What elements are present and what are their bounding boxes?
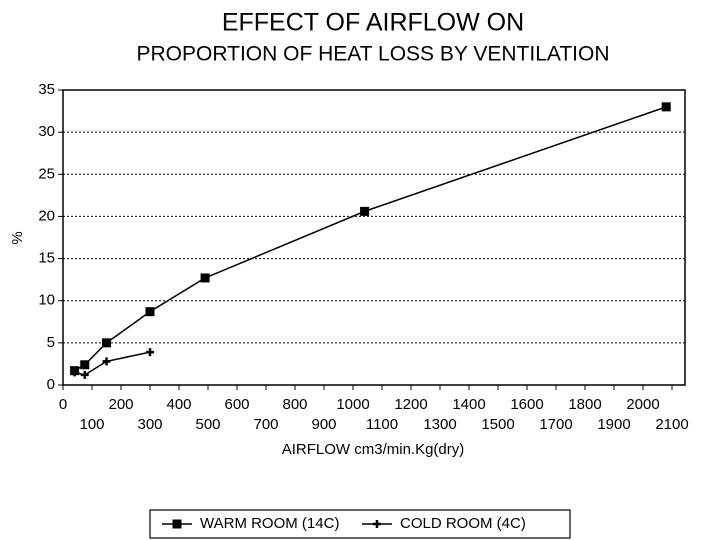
x-tick-label: 1900 xyxy=(597,416,630,433)
x-tick-label: 800 xyxy=(282,396,307,413)
legend-label: WARM ROOM (14C) xyxy=(200,515,339,532)
x-tick-label: 100 xyxy=(79,416,104,433)
marker xyxy=(200,273,210,283)
x-tick-label: 900 xyxy=(311,416,336,433)
x-tick-label: 1300 xyxy=(423,416,456,433)
y-axis-label: % xyxy=(9,231,26,244)
marker xyxy=(661,102,671,112)
x-tick-label: 1200 xyxy=(394,396,427,413)
x-tick-label: 1000 xyxy=(336,396,369,413)
x-tick-label: 1400 xyxy=(452,396,485,413)
legend-box xyxy=(149,509,571,539)
x-tick-label: 0 xyxy=(59,396,67,413)
marker xyxy=(145,307,155,317)
marker xyxy=(146,348,154,357)
marker xyxy=(70,368,79,377)
x-tick-label: 500 xyxy=(195,416,220,433)
x-tick-label: 400 xyxy=(166,396,191,413)
marker xyxy=(80,370,89,379)
x-tick-label: 1600 xyxy=(510,396,543,413)
series-line xyxy=(74,351,151,376)
y-tick-label: 35 xyxy=(38,81,55,98)
marker xyxy=(373,520,381,528)
y-tick-label: 10 xyxy=(38,292,55,309)
x-tick-label: 2000 xyxy=(626,396,659,413)
y-tick-label: 15 xyxy=(38,250,55,267)
marker xyxy=(102,357,111,366)
marker xyxy=(172,519,182,529)
plot-frame xyxy=(62,89,686,386)
y-tick-label: 5 xyxy=(47,334,55,351)
y-tick-label: 30 xyxy=(38,123,55,140)
marker xyxy=(360,206,370,216)
x-tick-label: 600 xyxy=(224,396,249,413)
x-tick-label: 1500 xyxy=(481,416,514,433)
series-line xyxy=(74,106,667,372)
chart-title: EFFECT OF AIRFLOW ON xyxy=(222,9,524,37)
x-tick-label: 700 xyxy=(253,416,278,433)
x-tick-label: 300 xyxy=(137,416,162,433)
x-tick-label: 200 xyxy=(108,396,133,413)
x-axis-label: AIRFLOW cm3/min.Kg(dry) xyxy=(282,441,465,458)
x-tick-label: 1100 xyxy=(366,416,398,433)
y-tick-label: 0 xyxy=(47,376,55,393)
x-tick-label: 1700 xyxy=(539,416,572,433)
marker xyxy=(80,360,90,370)
x-tick-label: 2100 xyxy=(655,416,688,433)
y-tick-label: 25 xyxy=(38,165,55,182)
y-tick-label: 20 xyxy=(38,207,55,224)
chart-subtitle: PROPORTION OF HEAT LOSS BY VENTILATION xyxy=(137,43,610,66)
marker xyxy=(102,338,111,348)
x-tick-label: 1800 xyxy=(568,396,601,413)
legend-label: COLD ROOM (4C) xyxy=(400,515,526,532)
